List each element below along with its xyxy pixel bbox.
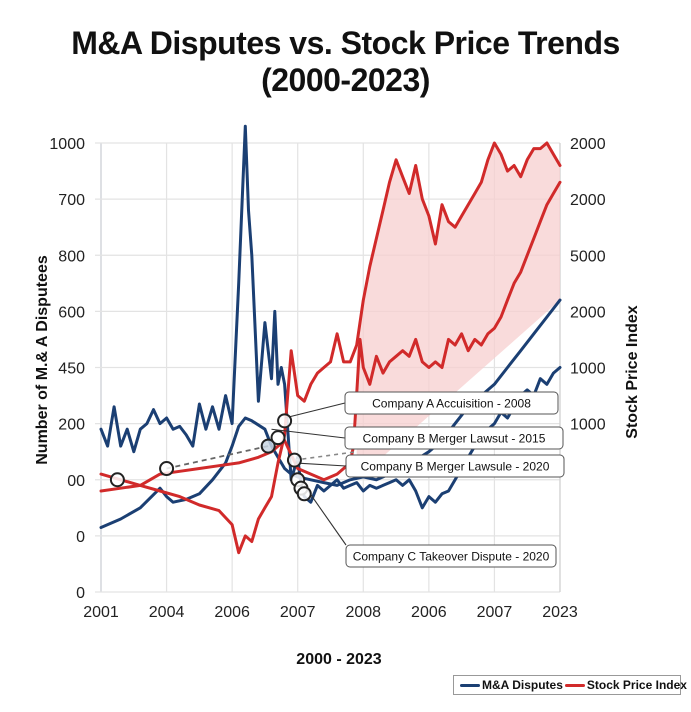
x-axis-ticks: 2001 2004 2006 2007 2008 2006 2007 2023 bbox=[83, 604, 578, 621]
chart-title-line-2: (2000-2023) bbox=[261, 62, 430, 98]
stock-price-index-line-lower bbox=[99, 141, 562, 555]
annotation-box bbox=[344, 391, 559, 415]
dashed-trend-line bbox=[294, 450, 357, 461]
x-tick-label: 2006 bbox=[214, 604, 250, 621]
annotation-callout: Company A Accuisition - 2008 bbox=[344, 391, 559, 415]
event-marker bbox=[270, 430, 286, 446]
x-tick-label: 2007 bbox=[280, 604, 316, 621]
x-tick-label: 2001 bbox=[83, 604, 119, 621]
legend-swatch-stock-price-index bbox=[564, 683, 585, 687]
event-marker bbox=[260, 438, 276, 454]
annotation-box bbox=[345, 544, 557, 568]
y-right-tick-label: 5000 bbox=[570, 248, 606, 265]
y-axis-left-title: Number of M.& A Disputees bbox=[34, 255, 51, 465]
x-tick-label: 2004 bbox=[149, 604, 185, 621]
legend-item-stock-price-index[interactable]: Stock Price Index bbox=[564, 678, 687, 692]
annotation-markers bbox=[109, 413, 312, 502]
y-right-tick-label: 2000 bbox=[570, 136, 606, 153]
y-left-tick-label: 700 bbox=[58, 192, 85, 209]
annotation-callout: Company C Takeover Dispute - 2020 bbox=[345, 544, 557, 568]
annotation-label: Company C Takeover Dispute - 2020 bbox=[353, 550, 550, 564]
x-tick-label: 2023 bbox=[542, 604, 578, 621]
y-left-tick-label: 00 bbox=[67, 473, 85, 490]
annotation-connector bbox=[294, 462, 347, 467]
y-right-tick-label: 2000 bbox=[570, 192, 606, 209]
y-axis-right-ticks: 2000 2000 5000 2000 1000 1000 bbox=[570, 136, 606, 434]
x-tick-label: 2008 bbox=[345, 604, 381, 621]
y-left-tick-label: 1000 bbox=[49, 136, 85, 153]
annotation-label: Company B Merger Lawsut - 2015 bbox=[363, 432, 546, 446]
event-marker bbox=[109, 472, 125, 488]
y-left-tick-label: 0 bbox=[76, 529, 85, 546]
event-marker bbox=[296, 486, 312, 502]
y-axis-right-title: Stock Price Index bbox=[624, 305, 641, 438]
legend-swatch-ma-disputes bbox=[460, 683, 480, 687]
legend: M&A Disputes Stock Price Index bbox=[453, 675, 687, 695]
y-right-tick-label: 1000 bbox=[570, 361, 606, 378]
annotations: Company A Accuisition - 2008 Company B Me… bbox=[344, 391, 565, 568]
y-left-tick-label: 600 bbox=[58, 304, 85, 321]
chart-title-line-1: M&A Disputes vs. Stock Price Trends bbox=[71, 25, 620, 61]
y-right-tick-label: 2000 bbox=[570, 304, 606, 321]
annotation-callout: Company B Merger Lawsule - 2020 bbox=[345, 454, 565, 478]
y-left-tick-label: 0 bbox=[76, 585, 85, 602]
legend-label-stock-price-index: Stock Price Index bbox=[586, 678, 687, 692]
annotation-label: Company B Merger Lawsule - 2020 bbox=[361, 460, 550, 474]
legend-item-ma-disputes[interactable]: M&A Disputes bbox=[460, 678, 563, 692]
x-tick-label: 2007 bbox=[477, 604, 513, 621]
annotation-box bbox=[344, 426, 564, 450]
y-right-tick-label: 1000 bbox=[570, 417, 606, 434]
x-axis-title: 2000 - 2023 bbox=[296, 651, 382, 668]
annotation-callout: Company B Merger Lawsut - 2015 bbox=[344, 426, 564, 450]
event-marker bbox=[286, 452, 302, 468]
annotation-box bbox=[345, 454, 565, 478]
event-marker bbox=[159, 461, 175, 477]
stock-price-index-line-upper bbox=[99, 180, 562, 493]
y-left-tick-label: 200 bbox=[58, 417, 85, 434]
event-marker bbox=[277, 413, 293, 429]
x-tick-label: 2006 bbox=[411, 604, 447, 621]
annotation-connector bbox=[271, 428, 346, 439]
annotation-connector bbox=[284, 402, 346, 419]
legend-label-ma-disputes: M&A Disputes bbox=[482, 678, 563, 692]
y-left-tick-label: 450 bbox=[58, 361, 85, 378]
chart-title: M&A Disputes vs. Stock Price Trends (200… bbox=[0, 25, 691, 99]
y-left-tick-label: 800 bbox=[58, 248, 85, 265]
annotation-label: Company A Accuisition - 2008 bbox=[372, 397, 531, 411]
